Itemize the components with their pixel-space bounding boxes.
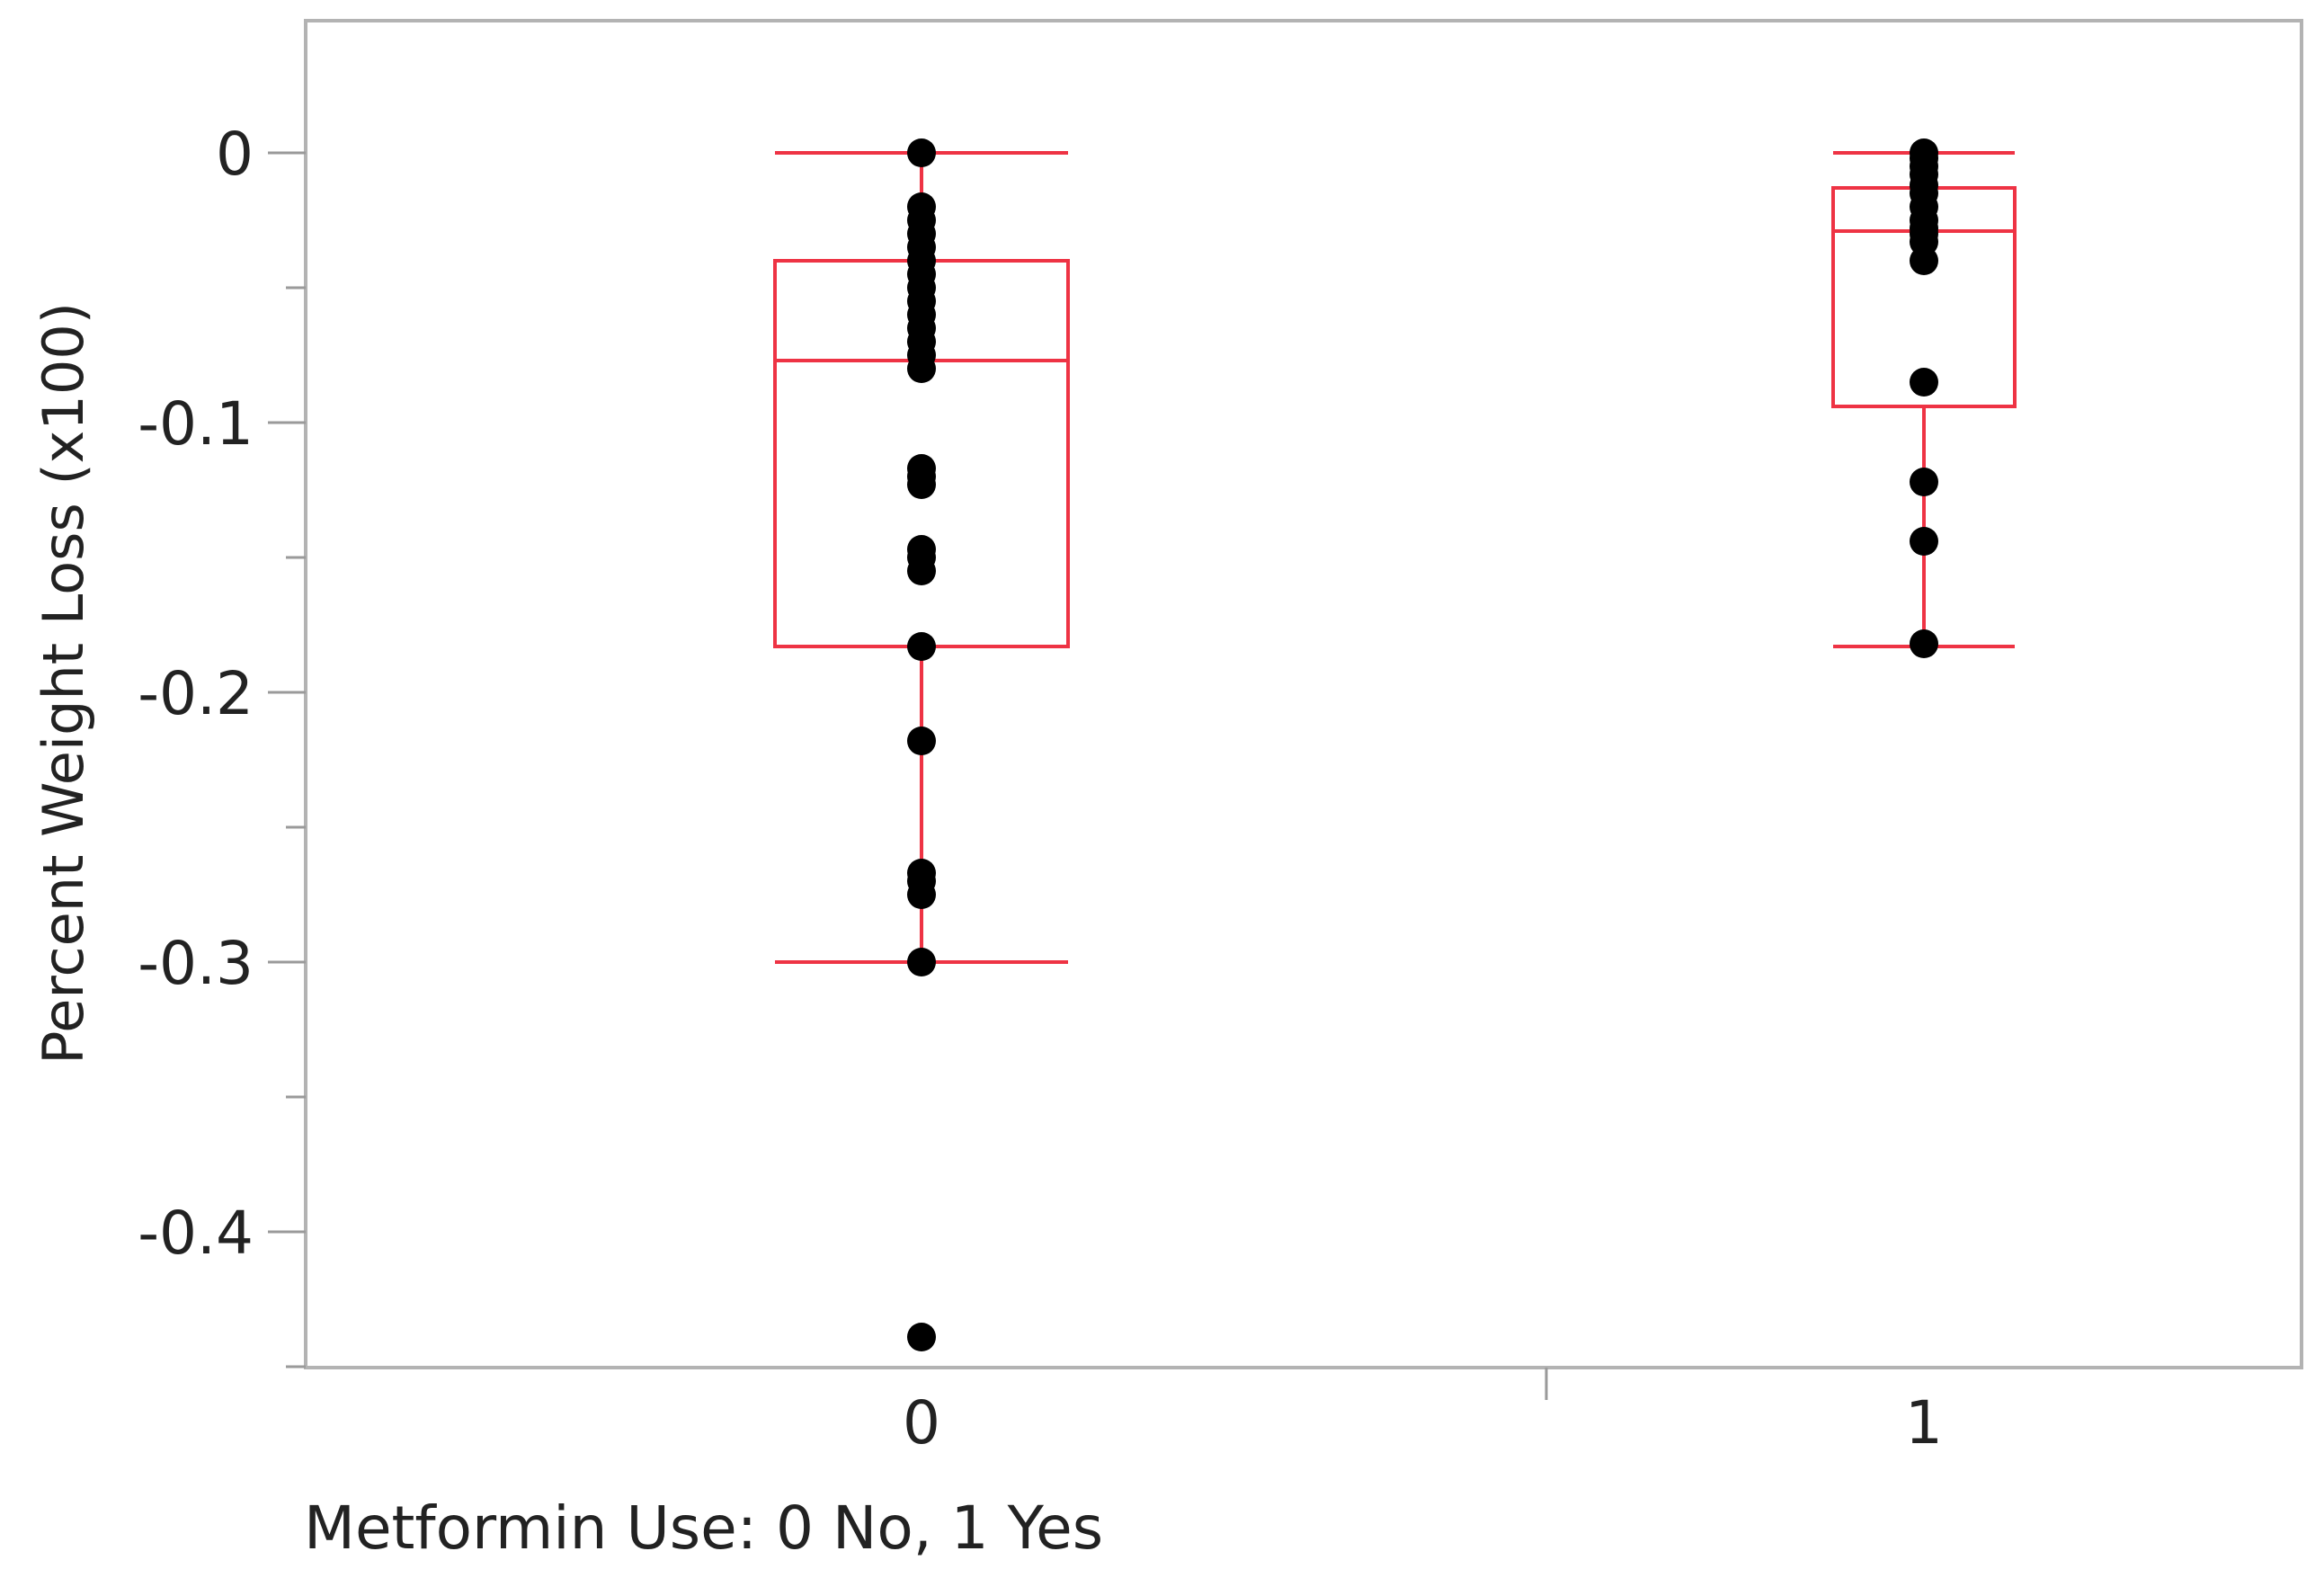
data-point (1910, 468, 1938, 496)
data-point (907, 632, 936, 661)
data-point (907, 1323, 936, 1351)
data-point (907, 354, 936, 383)
x-tick-label: 1 (1905, 1388, 1943, 1458)
y-axis-label: Percent Weight Loss (x100) (31, 302, 96, 1065)
y-tick-label: -0.2 (138, 659, 254, 728)
data-points (907, 138, 1938, 1351)
data-point (907, 138, 936, 167)
data-point (1910, 629, 1938, 658)
y-tick-label: -0.1 (138, 389, 254, 459)
y-axis-ticks: 0 -0.1 -0.2 -0.3 -0.4 (138, 120, 306, 1368)
plot-frame (304, 19, 2303, 1369)
box-series (773, 151, 2017, 964)
data-point (907, 727, 936, 755)
data-point (907, 880, 936, 909)
data-point (907, 948, 936, 976)
x-axis-caption: Metformin Use: 0 No, 1 Yes (304, 1493, 1103, 1563)
data-point (1910, 246, 1938, 275)
data-point (1910, 368, 1938, 397)
y-tick-label: 0 (216, 120, 254, 189)
x-tick-label: 0 (903, 1388, 940, 1458)
data-point (1910, 527, 1938, 556)
y-tick-label: -0.3 (138, 929, 254, 998)
data-point (907, 557, 936, 585)
y-tick-label: -0.4 (138, 1199, 254, 1268)
data-point (907, 470, 936, 499)
